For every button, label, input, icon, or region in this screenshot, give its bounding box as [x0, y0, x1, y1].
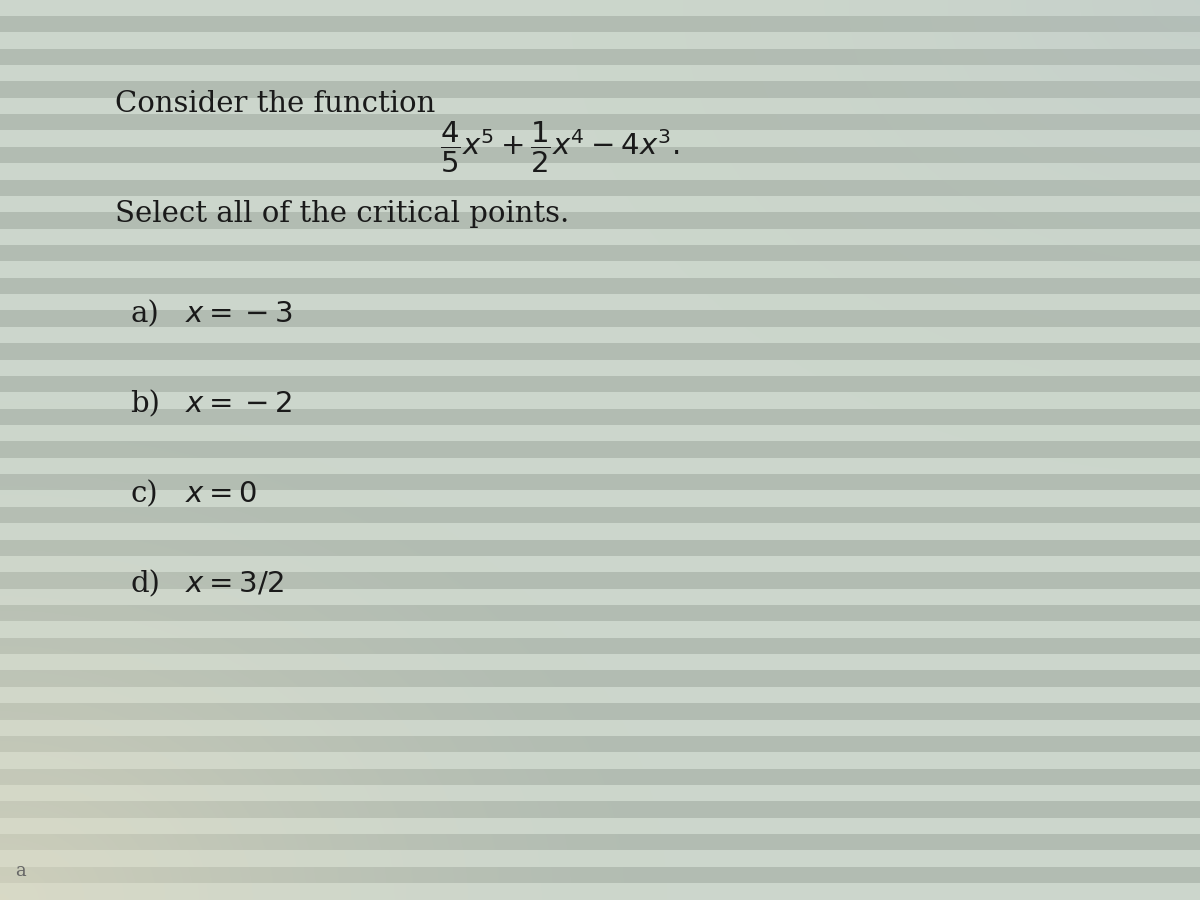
Text: $x = -2$: $x = -2$: [185, 390, 292, 418]
Text: a): a): [130, 300, 158, 328]
Text: a: a: [14, 862, 25, 880]
Text: $x = 0$: $x = 0$: [185, 480, 257, 508]
Text: b): b): [130, 390, 160, 418]
Text: $x = -3$: $x = -3$: [185, 300, 293, 328]
Text: Consider the function: Consider the function: [115, 90, 436, 118]
Text: c): c): [130, 480, 157, 508]
Text: $x = 3/2$: $x = 3/2$: [185, 570, 283, 598]
Text: $\dfrac{4}{5}x^5 + \dfrac{1}{2}x^4 - 4x^3.$: $\dfrac{4}{5}x^5 + \dfrac{1}{2}x^4 - 4x^…: [440, 120, 679, 176]
Text: Select all of the critical points.: Select all of the critical points.: [115, 200, 569, 228]
Text: d): d): [130, 570, 160, 598]
